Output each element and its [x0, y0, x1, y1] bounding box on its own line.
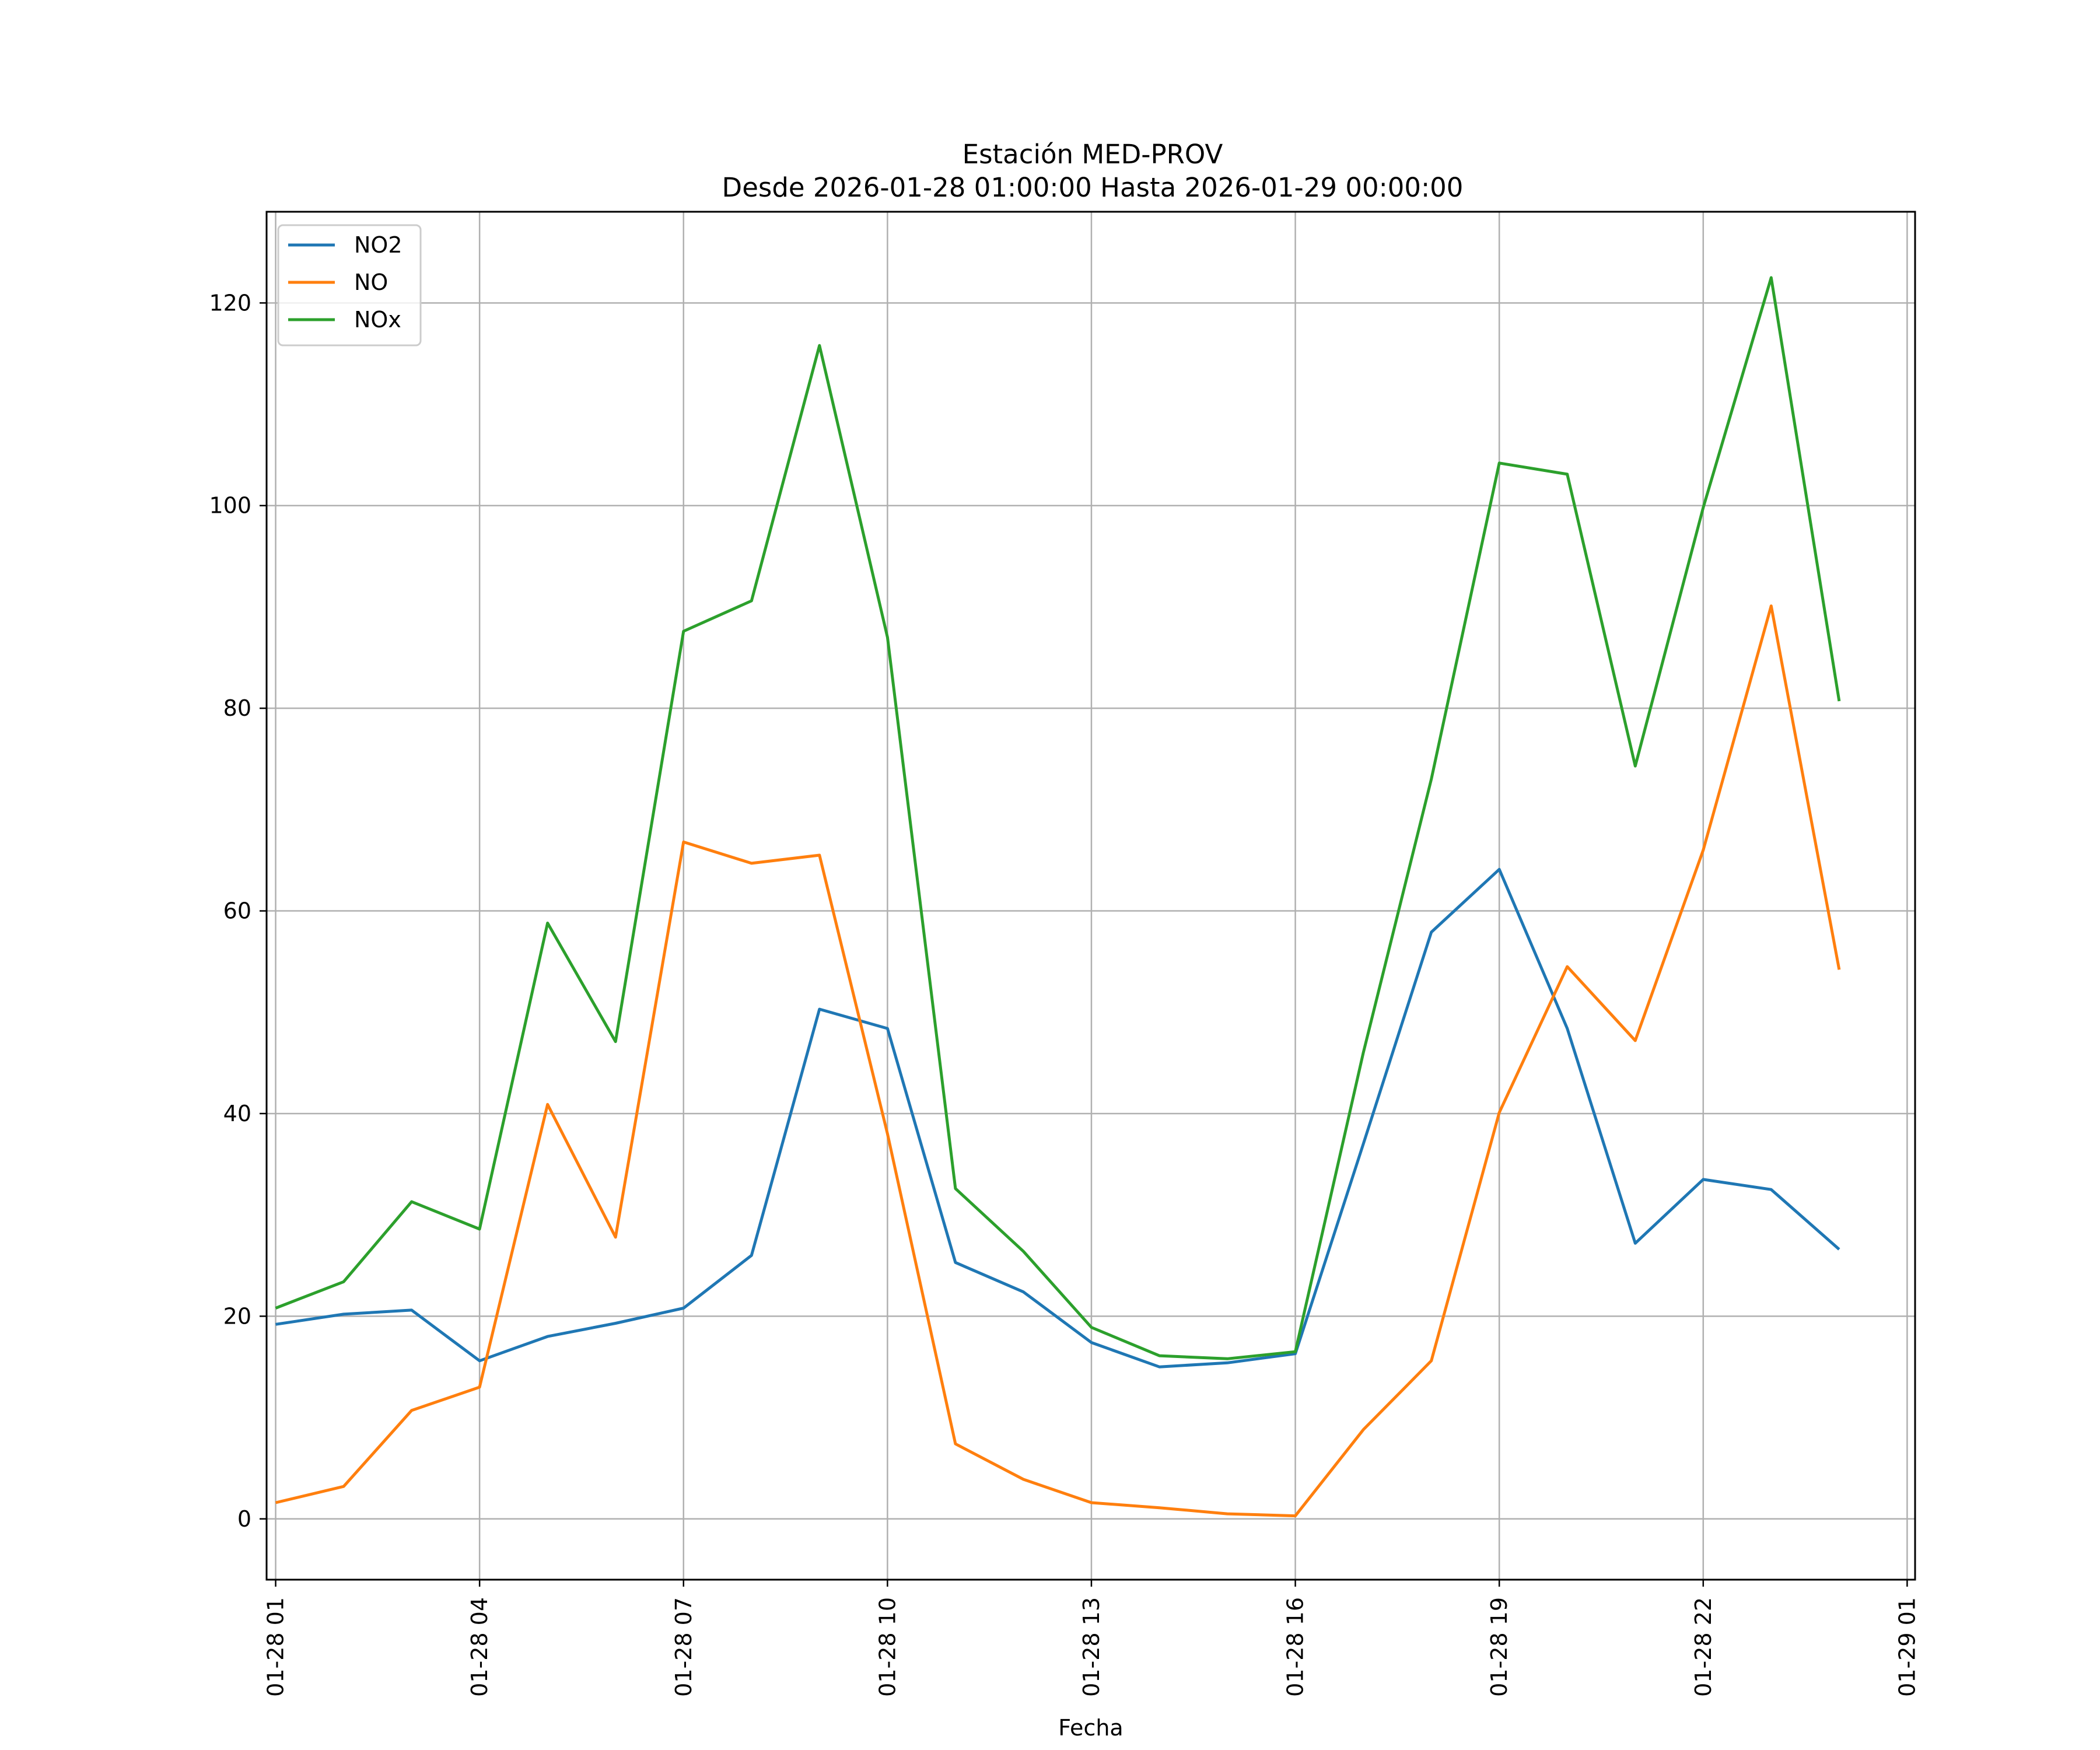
legend: NO2 NO NOx — [277, 224, 422, 346]
x-tick-label: 01-28 01 — [263, 1597, 289, 1697]
series-line-no2 — [275, 867, 1840, 1368]
y-tick-label: 120 — [209, 290, 251, 316]
x-axis-label: Fecha — [1058, 1715, 1123, 1741]
y-tick-label: 100 — [209, 493, 251, 519]
series-lines — [275, 276, 1841, 1518]
legend-label-nox: NOx — [354, 307, 401, 332]
chart-title-line2: Desde 2026-01-28 01:00:00 Hasta 2026-01-… — [722, 172, 1464, 203]
y-tick-label: 60 — [223, 898, 251, 924]
legend-box — [277, 224, 422, 346]
series-line-nox — [275, 276, 1841, 1360]
x-tick-label: 01-28 19 — [1486, 1597, 1512, 1697]
x-tick-label: 01-29 01 — [1894, 1597, 1920, 1697]
legend-label-no: NO — [354, 270, 388, 295]
y-axis: 0 20 40 60 80 100 120 — [209, 290, 267, 1532]
series-line-no — [275, 604, 1841, 1518]
y-tick-label: 80 — [223, 695, 251, 721]
chart-title-line1: Estación MED-PROV — [963, 139, 1223, 170]
x-tick-label: 01-28 07 — [671, 1597, 696, 1697]
y-tick-label: 40 — [223, 1101, 251, 1126]
x-tick-label: 01-28 22 — [1690, 1597, 1716, 1697]
grid — [267, 212, 1915, 1580]
legend-label-no2: NO2 — [354, 232, 402, 258]
x-tick-label: 01-28 16 — [1283, 1597, 1308, 1697]
x-axis: 01-28 01 01-28 04 01-28 07 01-28 10 01-28 13… — [263, 1580, 1920, 1697]
y-tick-label: 0 — [237, 1506, 251, 1532]
x-tick-label: 01-28 04 — [467, 1597, 492, 1697]
x-tick-label: 01-28 13 — [1079, 1597, 1104, 1697]
y-tick-label: 20 — [223, 1303, 251, 1329]
x-tick-label: 01-28 10 — [874, 1597, 900, 1697]
